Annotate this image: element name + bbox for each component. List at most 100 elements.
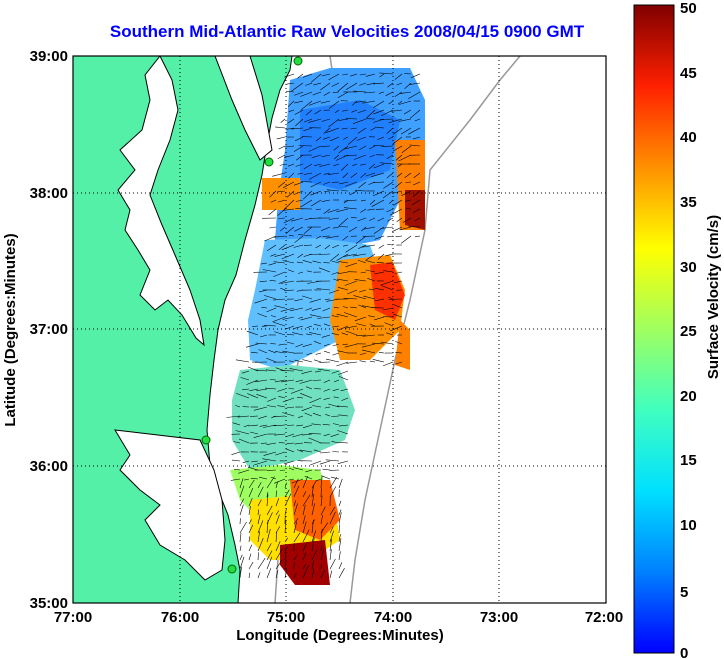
velocity-arrow	[360, 199, 367, 202]
velocity-arrow	[300, 199, 313, 208]
velocity-arrow	[314, 359, 322, 363]
velocity-arrow	[300, 449, 313, 453]
velocity-arrow	[310, 73, 322, 83]
velocity-arrow	[238, 469, 250, 474]
velocity-arrow	[365, 253, 376, 261]
velocity-arrow	[358, 244, 367, 249]
velocity-arrow	[347, 289, 358, 295]
velocity-arrow	[391, 109, 403, 112]
velocity-arrow	[405, 208, 412, 210]
velocity-arrow	[313, 323, 322, 327]
velocity-arrow	[301, 406, 313, 412]
velocity-arrow	[321, 226, 331, 231]
velocity-arrow	[412, 181, 421, 186]
velocity-arrow	[343, 136, 349, 140]
velocity-arrow	[382, 361, 394, 367]
velocity-arrow	[325, 127, 340, 133]
velocity-arrow	[312, 91, 322, 96]
sound-water	[114, 429, 226, 581]
velocity-arrow	[231, 451, 241, 455]
velocity-arrow	[283, 199, 295, 210]
velocity-arrow	[388, 118, 403, 124]
velocity-arrow	[323, 379, 331, 383]
velocity-arrow	[294, 91, 304, 96]
velocity-arrow	[404, 73, 412, 75]
velocity-arrow	[284, 489, 290, 498]
velocity-arrow	[277, 154, 286, 159]
velocity-arrow	[249, 388, 259, 392]
velocity-arrow	[308, 433, 322, 435]
velocity-arrow	[237, 415, 250, 418]
velocity-arrow	[274, 478, 286, 484]
velocity-arrow	[275, 532, 278, 543]
velocity-arrow	[340, 163, 349, 171]
delaware-bay	[214, 56, 273, 161]
velocity-arrow	[288, 387, 295, 390]
velocity-arrow	[329, 253, 340, 262]
velocity-arrow	[371, 199, 385, 207]
velocity-arrow	[338, 512, 342, 525]
velocity-arrow	[404, 82, 412, 90]
velocity-arrow	[282, 397, 295, 403]
velocity-arrow	[256, 388, 268, 391]
velocity-arrow	[337, 271, 349, 275]
velocity-arrow	[343, 253, 358, 257]
velocity-arrow	[380, 280, 394, 286]
velocity-arrow	[292, 325, 304, 330]
velocity-arrow	[316, 288, 331, 291]
velocity-arrow	[275, 510, 280, 516]
y-tick-label: 38:00	[30, 185, 68, 202]
velocity-arrow	[332, 423, 340, 426]
velocity-arrow	[372, 359, 385, 363]
velocity-arrow	[372, 342, 385, 345]
velocity-arrow	[337, 91, 349, 99]
velocity-arrow	[366, 109, 376, 119]
velocity-arrow	[320, 549, 324, 561]
velocity-arrow	[270, 199, 277, 203]
velocity-arrow	[298, 145, 313, 147]
velocity-arrow	[320, 495, 323, 507]
velocity-arrow	[309, 298, 322, 303]
velocity-arrow	[387, 217, 394, 222]
velocity-arrow	[288, 172, 295, 179]
x-tick-label: 76:00	[161, 609, 199, 626]
velocity-arrow	[268, 349, 277, 354]
velocity-arrow	[275, 526, 281, 534]
velocity-arrow	[414, 118, 421, 122]
velocity-arrow	[392, 127, 403, 135]
velocity-arrow	[239, 478, 244, 489]
velocity-arrow	[361, 349, 376, 354]
velocity-arrow	[272, 172, 286, 177]
velocity-arrow	[367, 278, 376, 282]
velocity-arrow	[238, 438, 250, 444]
velocity-arrow	[332, 244, 340, 249]
velocity-arrow	[377, 253, 385, 260]
velocity-arrow	[255, 342, 268, 345]
velocity-arrow	[333, 154, 340, 160]
velocity-arrow	[374, 235, 385, 240]
velocity-arrow	[321, 199, 331, 202]
velocity-arrow	[302, 424, 313, 429]
velocity-arrow	[319, 460, 331, 465]
velocity-arrow	[366, 260, 376, 264]
velocity-arrow	[383, 181, 394, 189]
velocity-arrow	[257, 486, 264, 498]
velocity-arrow	[338, 534, 341, 543]
velocity-arrow	[332, 343, 340, 347]
velocity-arrow	[313, 82, 322, 86]
velocity-arrow	[336, 361, 349, 367]
velocity-arrow	[390, 325, 403, 332]
velocity-arrow	[274, 433, 286, 436]
velocity-arrow	[268, 262, 277, 266]
velocity-arrow	[369, 323, 376, 327]
velocity-arrow	[302, 359, 313, 363]
velocity-arrow	[338, 442, 349, 444]
plot-frame	[72, 55, 607, 604]
velocity-arrow	[287, 269, 295, 273]
velocity-arrow	[408, 127, 421, 135]
velocity-arrow	[386, 172, 394, 179]
velocity-arrow	[284, 154, 295, 158]
velocity-arrow	[263, 451, 277, 456]
velocity-arrow	[325, 358, 340, 363]
velocity-arrow	[399, 91, 412, 94]
